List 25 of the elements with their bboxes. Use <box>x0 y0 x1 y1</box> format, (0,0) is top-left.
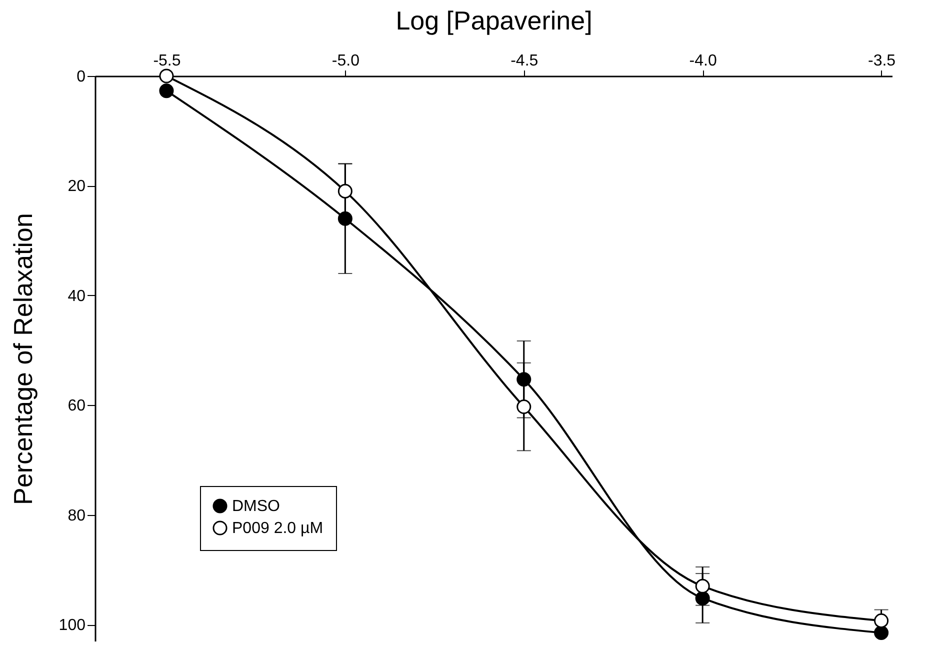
point <box>159 68 174 84</box>
point <box>516 400 532 414</box>
point <box>874 626 889 640</box>
legend-label: P009 2.0 µM <box>232 520 324 537</box>
x-tick-label: -5.0 <box>332 52 360 70</box>
y-tick-label: 60 <box>68 398 86 415</box>
x-tick-label: -4.0 <box>689 52 717 70</box>
point <box>338 184 352 198</box>
point <box>516 372 532 387</box>
point <box>874 613 889 628</box>
point <box>695 590 710 606</box>
y-tick-label: 100 <box>58 617 86 634</box>
point <box>338 211 352 226</box>
x-tick-label: -3.5 <box>868 52 896 70</box>
y-tick-label: 20 <box>68 178 86 196</box>
y-tick-label: 0 <box>76 68 86 86</box>
y-tick-label: 40 <box>68 288 86 305</box>
x-axis-title: Log [Papaverine] <box>396 6 592 36</box>
y-tick-label: 80 <box>68 507 86 524</box>
x-tick-label: -4.5 <box>510 52 538 70</box>
x-tick-label: -5.5 <box>153 52 181 70</box>
y-axis-title: Percentage of Relaxation <box>8 213 38 505</box>
legend-label: DMSO <box>232 498 280 515</box>
point <box>159 84 174 98</box>
point <box>695 578 710 594</box>
